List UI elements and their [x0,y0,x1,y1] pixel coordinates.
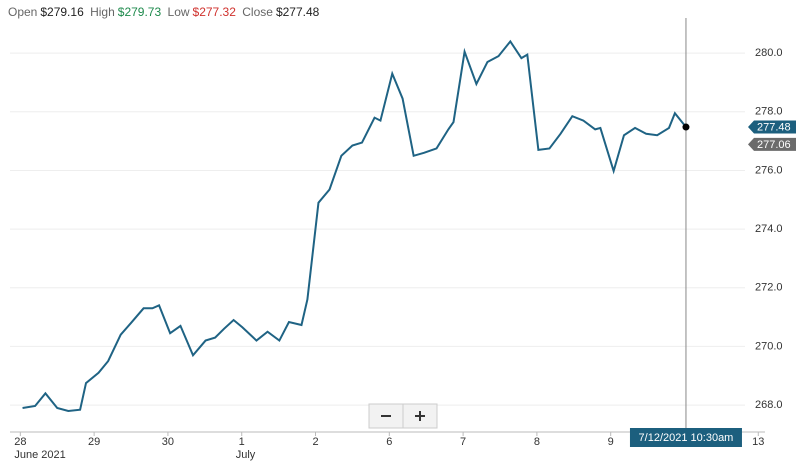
y-tick-label: 280.0 [755,47,783,59]
x-tick-label: 7 [460,436,466,448]
crosshair-tag [629,428,742,447]
y-tick-label: 270.0 [755,340,783,352]
zoom-controls [368,403,438,429]
y-tick-label: 274.0 [755,223,783,235]
high-label: High [90,5,115,19]
x-tick-label: 2 [312,436,318,448]
y-tick-label: 276.0 [755,164,783,176]
x-tick-label: 28 [14,436,26,448]
x-tick-label: 13 [752,436,764,448]
grid [10,52,745,406]
y-tick-label: 268.0 [755,399,783,411]
close-label: Close [242,5,273,19]
x-tick-label: 9 [608,436,614,448]
low-value: $277.32 [192,5,236,19]
close-value: $277.48 [275,5,320,19]
x-tick-label: 29 [88,436,100,448]
ohlc-header: Open $279.16 High $279.73 Low $277.32 Close… [8,5,322,19]
crosshair-label: 7/12/2021 10:30am [639,432,734,444]
y-tick-label: 272.0 [755,282,783,294]
last-point [682,123,690,131]
y-tick-label: 278.0 [755,106,783,118]
price-line [22,39,687,412]
price-tag-label: 277.06 [757,139,791,151]
open-value: $279.16 [40,5,84,19]
open-label: Open [8,5,38,19]
price-tag-label: 277.48 [757,121,791,133]
x-tick-label: 8 [534,436,540,448]
low-label: Low [167,5,190,19]
month-label: July [236,449,256,461]
x-tick-label: 6 [386,436,392,448]
price-tag [748,137,796,151]
x-tick-label: 1 [239,436,245,448]
month-label: June 2021 [14,449,65,461]
high-value: $279.73 [117,5,162,19]
price-tag [748,120,796,134]
x-tick-label: 30 [162,436,174,448]
